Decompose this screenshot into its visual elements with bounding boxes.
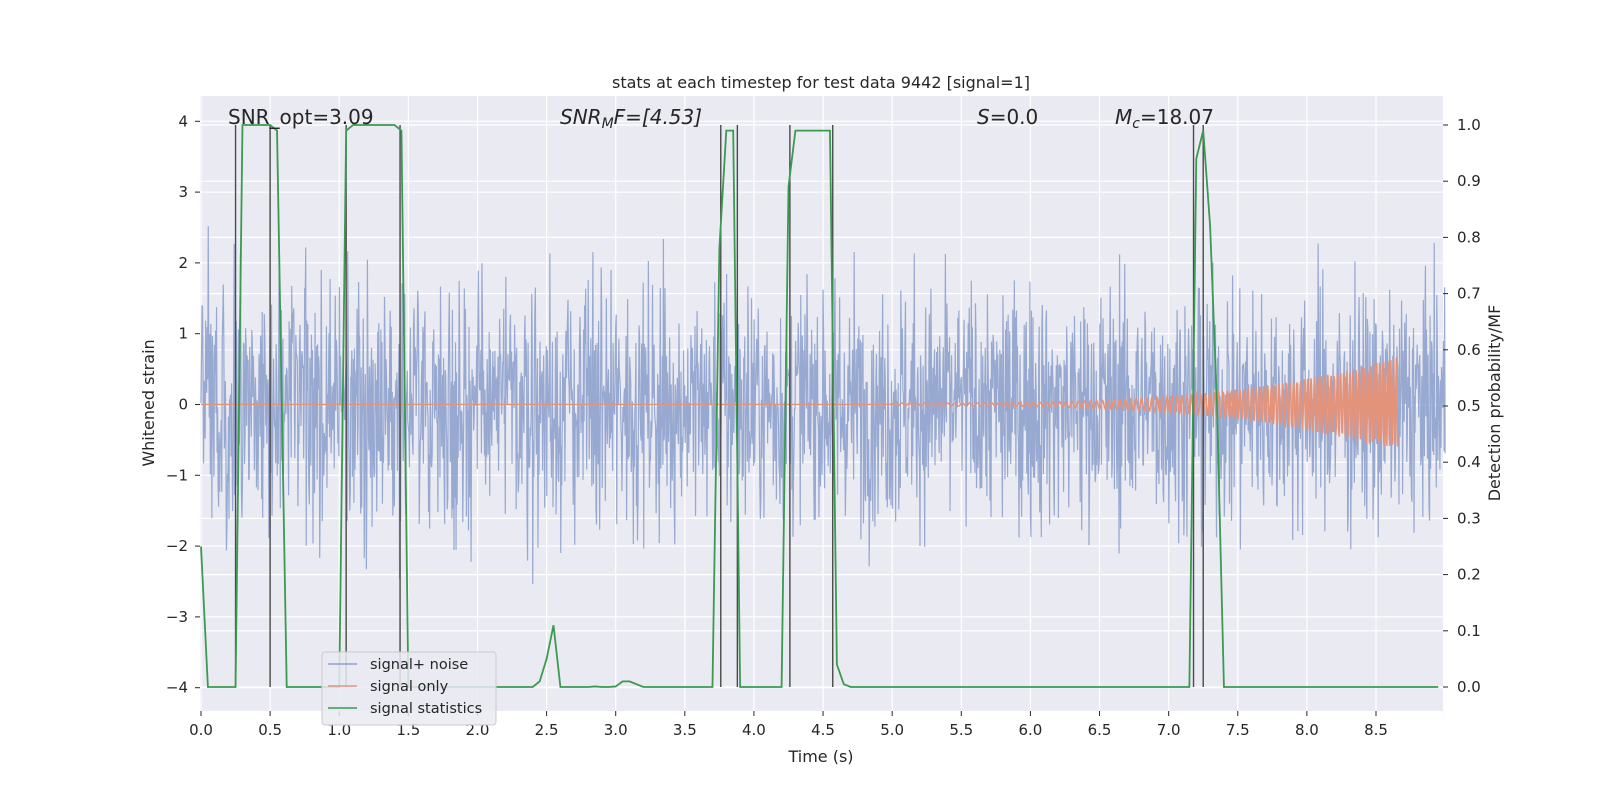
x-tick-label: 3.5: [673, 721, 697, 739]
x-tick-label: 3.0: [604, 721, 628, 739]
x-tick-label: 5.0: [880, 721, 904, 739]
y-left-tick-label: −1: [166, 466, 188, 484]
legend-label-stats: signal statistics: [370, 701, 482, 717]
y-right-tick-label: 1.0: [1457, 116, 1481, 134]
y-right-tick-label: 0.7: [1457, 285, 1481, 303]
x-axis-label: Time (s): [787, 747, 853, 766]
x-tick-label: 8.5: [1364, 721, 1388, 739]
annotation-snr-opt: SNR_opt=3.09: [228, 105, 374, 129]
y-right-tick-label: 0.1: [1457, 622, 1481, 640]
legend-label-noise: signal+ noise: [370, 657, 468, 673]
y-right-tick-label: 0.5: [1457, 397, 1481, 415]
y-right-tick-label: 0.8: [1457, 228, 1481, 246]
x-tick-label: 2.5: [535, 721, 559, 739]
x-tick-label: 0.0: [189, 721, 213, 739]
y-right-tick-label: 0.6: [1457, 341, 1481, 359]
y-axis-right-label: Detection probability/MF: [1485, 305, 1504, 502]
x-tick-label: 7.5: [1226, 721, 1250, 739]
y-left-tick-label: 4: [178, 112, 188, 130]
y-right-tick-label: 0.9: [1457, 172, 1481, 190]
y-axis-left-ticks: 4 3 2 1 0 −1 −2 −3 −4: [166, 112, 200, 697]
x-tick-label: 6.5: [1088, 721, 1112, 739]
signal-trace: [201, 357, 1399, 447]
y-left-tick-label: 1: [178, 325, 188, 343]
y-left-tick-label: 0: [178, 396, 188, 414]
y-axis-right-ticks: 1.0 0.9 0.8 0.7 0.6 0.5 0.4 0.3 0.2 0.1 0.0: [1443, 116, 1481, 696]
y-right-tick-label: 0.0: [1457, 678, 1481, 696]
annotation-snr-mf: SNRMF=[4.53]: [560, 105, 702, 132]
x-tick-label: 6.0: [1018, 721, 1042, 739]
y-axis-left-label: Whitened strain: [139, 339, 158, 466]
series-signal-statistics: [200, 124, 1439, 688]
y-left-tick-label: −3: [166, 608, 188, 626]
x-tick-label: 7.0: [1157, 721, 1181, 739]
y-left-tick-label: 2: [178, 254, 188, 272]
chart-title: stats at each timestep for test data 944…: [612, 73, 1030, 92]
series-signal-only: [201, 357, 1399, 447]
x-tick-label: 4.0: [742, 721, 766, 739]
x-tick-label: 0.5: [258, 721, 282, 739]
x-tick-label: 8.0: [1295, 721, 1319, 739]
annotation-s: S=0.0: [977, 105, 1038, 129]
x-tick-label: 5.5: [949, 721, 973, 739]
y-left-tick-label: −2: [166, 537, 188, 555]
legend-label-signal: signal only: [370, 679, 449, 695]
annotation-mc: Mc=18.07: [1115, 105, 1214, 132]
y-left-tick-label: 3: [178, 183, 188, 201]
y-left-tick-label: −4: [166, 679, 188, 697]
statistics-trace: [200, 124, 1439, 688]
legend-box: [321, 651, 497, 726]
y-right-tick-label: 0.3: [1457, 509, 1481, 527]
noise-trace: [200, 226, 1446, 584]
series-signal-noise: [200, 226, 1446, 584]
x-tick-label: 4.5: [811, 721, 835, 739]
legend: signal+ noise signal only signal statist…: [321, 651, 497, 726]
y-right-tick-label: 0.2: [1457, 566, 1481, 584]
y-right-tick-label: 0.4: [1457, 453, 1481, 471]
